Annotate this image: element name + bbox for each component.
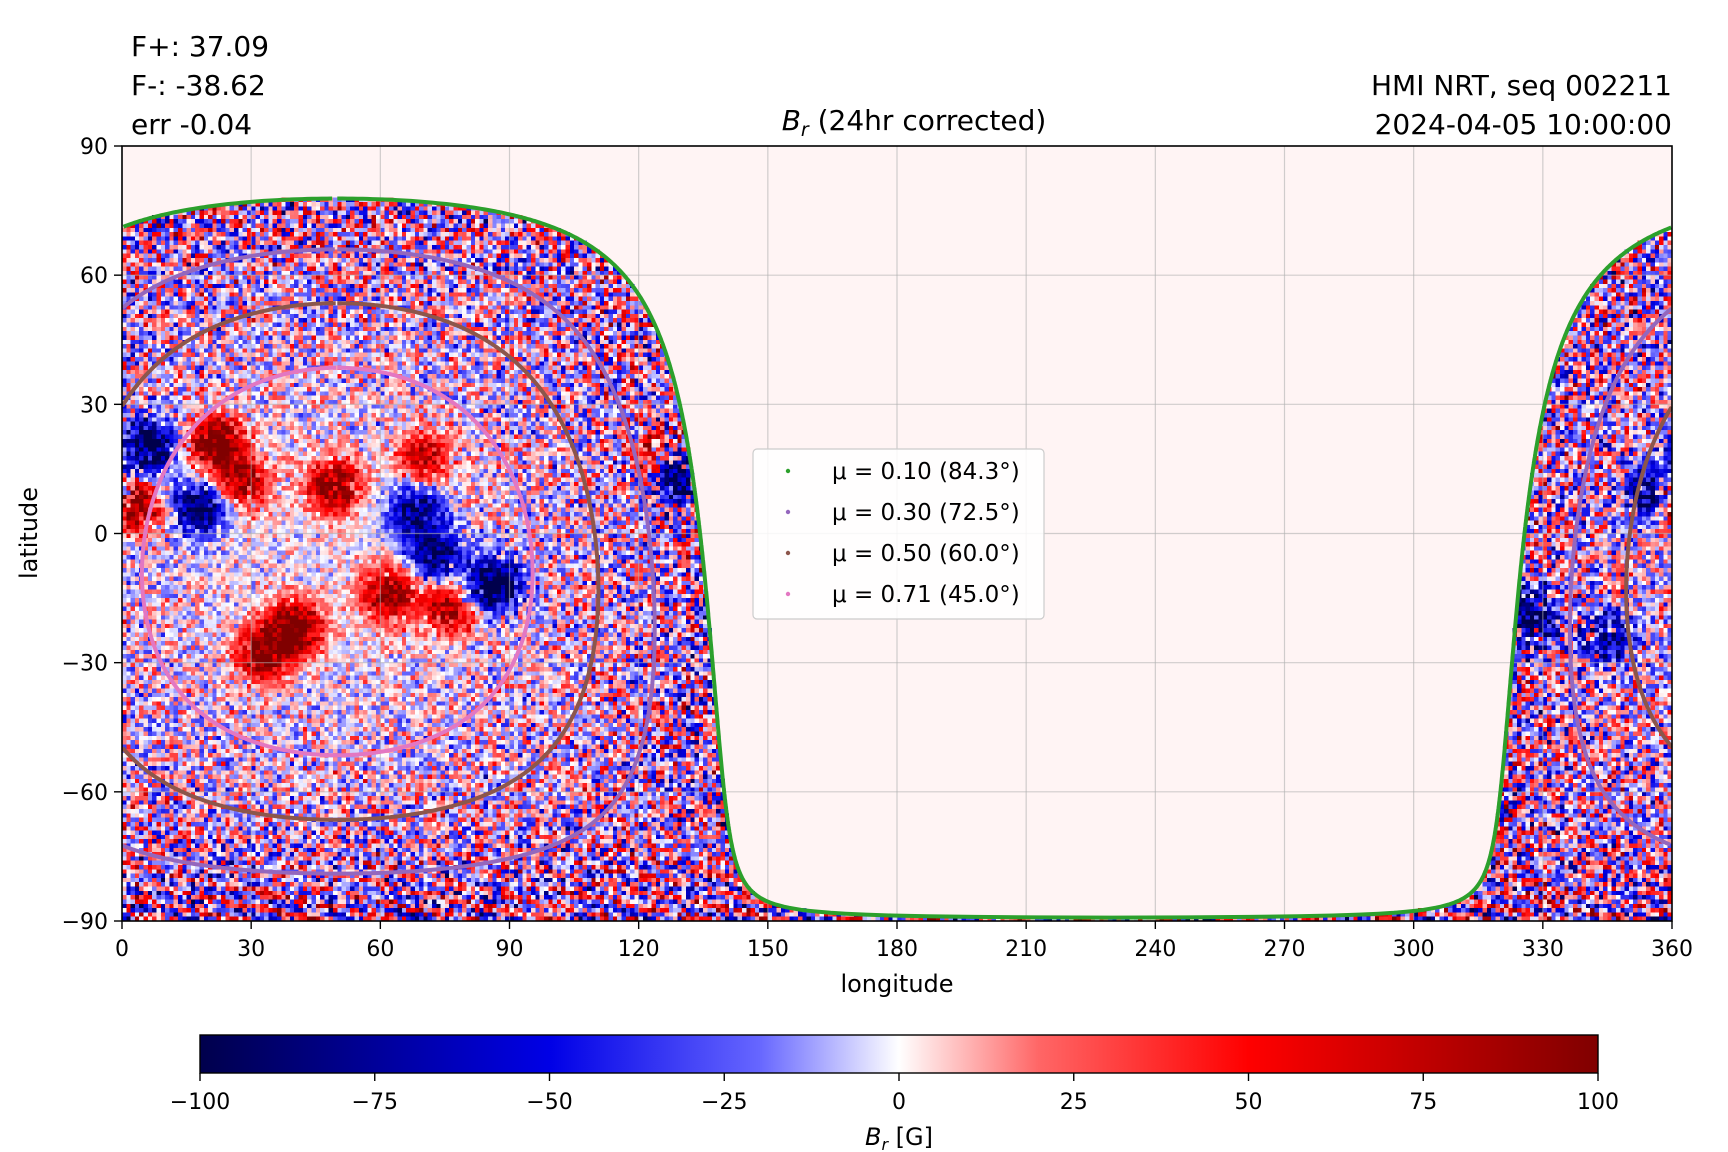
legend-marker <box>785 509 791 515</box>
x-tick-label: 300 <box>1393 937 1435 962</box>
colorbar-ticks: −100 −75 −50 −25 0 25 50 75 100 <box>170 1073 1619 1115</box>
x-tick-label: 120 <box>618 937 660 962</box>
legend-marker <box>785 550 791 556</box>
colorbar <box>199 1034 1599 1074</box>
legend-label: μ = 0.71 (45.0°) <box>832 582 1020 608</box>
grid <box>122 146 1672 921</box>
mu-contour-line <box>122 301 601 822</box>
x-axis-label: longitude <box>840 970 953 998</box>
colorbar-tick-label: 75 <box>1409 1090 1437 1115</box>
legend-label: μ = 0.10 (84.3°) <box>832 459 1020 485</box>
y-tick-label: 90 <box>80 135 108 160</box>
title-subscript: r <box>801 119 810 141</box>
legend-label: μ = 0.30 (72.5°) <box>832 500 1020 526</box>
mu-contour-line <box>122 247 657 876</box>
x-axis-ticks: 0 30 60 90 120 150 180 210 240 270 300 330 360 <box>115 921 1693 962</box>
x-tick-label: 30 <box>237 937 265 962</box>
y-tick-label: 60 <box>80 264 108 289</box>
y-tick-label: 30 <box>80 393 108 418</box>
colorbar-tick-label: −25 <box>701 1090 747 1115</box>
y-axis-label: latitude <box>15 487 43 579</box>
x-tick-label: 330 <box>1522 937 1564 962</box>
colorbar-unit: [G] <box>888 1123 933 1151</box>
legend: μ = 0.10 (84.3°) μ = 0.30 (72.5°) μ = 0.50… <box>752 448 1045 620</box>
mu-contour-line <box>1567 307 1672 847</box>
instrument-sequence: HMI NRT, seq 002211 <box>1371 69 1672 102</box>
title-symbol: B <box>782 104 801 137</box>
mu-contour-line <box>122 247 335 310</box>
x-tick-label: 150 <box>747 937 789 962</box>
flux-positive: F+: 37.09 <box>131 30 269 63</box>
mu-contour-line <box>337 196 1672 920</box>
colorbar-label: Br [G] <box>865 1123 933 1152</box>
mu-contour-line <box>122 196 333 229</box>
x-tick-label: 180 <box>876 937 918 962</box>
legend-marker <box>785 468 791 474</box>
mu-contour-line <box>1624 405 1672 749</box>
x-tick-label: 60 <box>366 937 394 962</box>
colorbar-subscript: r <box>881 1135 889 1152</box>
flux-error: err -0.04 <box>131 108 252 141</box>
chart-title: Br (24hr corrected) <box>782 104 1047 141</box>
observation-timestamp: 2024-04-05 10:00:00 <box>1375 108 1672 141</box>
colorbar-tick-label: −75 <box>352 1090 398 1115</box>
flux-negative: F-: -38.62 <box>131 69 266 102</box>
x-tick-label: 360 <box>1651 937 1693 962</box>
mu-contour-line <box>139 365 535 758</box>
legend-marker <box>785 591 791 597</box>
x-tick-label: 90 <box>496 937 524 962</box>
title-text: (24hr corrected) <box>809 104 1047 137</box>
x-tick-label: 240 <box>1134 937 1176 962</box>
y-tick-label: −30 <box>62 652 108 677</box>
colorbar-tick-label: 25 <box>1060 1090 1088 1115</box>
y-axis-ticks: 90 60 30 0 −30 −60 −90 <box>62 135 122 935</box>
x-tick-label: 270 <box>1264 937 1306 962</box>
y-tick-label: 0 <box>94 523 108 548</box>
colorbar-tick-label: −50 <box>526 1090 572 1115</box>
colorbar-tick-label: 100 <box>1577 1090 1619 1115</box>
colorbar-tick-label: 50 <box>1235 1090 1263 1115</box>
x-tick-label: 0 <box>115 937 129 962</box>
colorbar-tick-label: −100 <box>170 1090 230 1115</box>
x-tick-label: 210 <box>1005 937 1047 962</box>
mu-contours <box>122 196 1672 920</box>
y-tick-label: −90 <box>62 910 108 935</box>
colorbar-symbol: B <box>865 1123 881 1151</box>
mu-contour-line <box>122 301 336 408</box>
legend-label: μ = 0.50 (60.0°) <box>832 541 1020 567</box>
colorbar-tick-label: 0 <box>892 1090 906 1115</box>
y-tick-label: −60 <box>62 781 108 806</box>
legend-box <box>752 448 1045 620</box>
